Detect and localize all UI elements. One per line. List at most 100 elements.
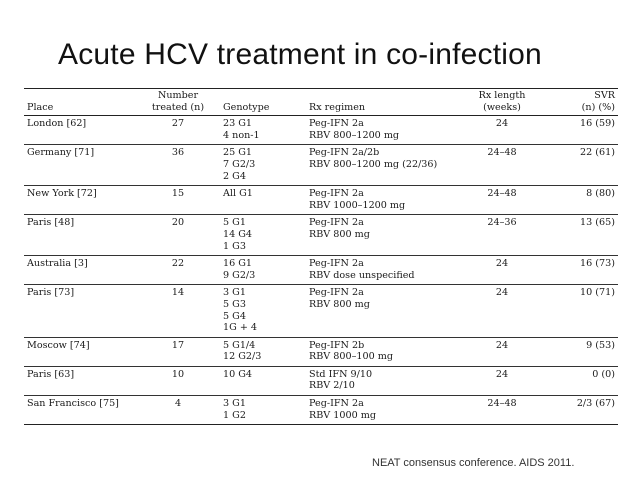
table-row: Paris [63] 10 10 G4 Std IFN 9/10 RBV 2/10 24 0… <box>24 366 618 395</box>
cell-svr: 13 (65) <box>540 215 618 256</box>
cell-number-treated-line: 14 <box>139 287 217 299</box>
cell-place: Germany [71] <box>24 145 136 186</box>
table-body: London [62] 27 23 G1 4 non-1 Peg-IFN 2a RBV 8… <box>24 116 618 425</box>
cell-place-line: New York [72] <box>27 188 133 200</box>
cell-rx-length-line: 24–48 <box>467 398 537 410</box>
cell-number-treated: 10 <box>136 366 220 395</box>
cell-rx-regimen-line: RBV 800 mg <box>309 299 461 311</box>
cell-rx-regimen: Peg-IFN 2a RBV 800 mg <box>306 215 464 256</box>
cell-genotype-line: 23 G1 <box>223 118 303 130</box>
cell-genotype-line: 7 G2/3 <box>223 159 303 171</box>
cell-genotype-line: 3 G1 <box>223 398 303 410</box>
header-svr-line-2: (n) (%) <box>543 102 615 114</box>
cell-genotype-line: 4 non-1 <box>223 130 303 142</box>
cell-genotype: 5 G1 14 G4 1 G3 <box>220 215 306 256</box>
citation: NEAT consensus conference. AIDS 2011. <box>372 457 574 469</box>
cell-rx-regimen-line: RBV dose unspecified <box>309 270 461 282</box>
cell-svr: 9 (53) <box>540 337 618 366</box>
cell-rx-length-line: 24 <box>467 287 537 299</box>
cell-genotype-line: 1 G2 <box>223 410 303 422</box>
header-genotype-line: Genotype <box>223 102 303 114</box>
cell-rx-length: 24 <box>464 366 540 395</box>
cell-genotype: 10 G4 <box>220 366 306 395</box>
cell-genotype-line: 5 G1 <box>223 217 303 229</box>
header-svr: SVR (n) (%) <box>540 89 618 116</box>
cell-number-treated: 15 <box>136 186 220 215</box>
cell-rx-regimen-line: Peg-IFN 2a <box>309 398 461 410</box>
cell-rx-length: 24–48 <box>464 145 540 186</box>
header-number-treated: Number treated (n) <box>136 89 220 116</box>
cell-genotype-line: 2 G4 <box>223 171 303 183</box>
cell-genotype-line: 9 G2/3 <box>223 270 303 282</box>
header-place-line: Place <box>27 102 133 114</box>
header-number-line-2: treated (n) <box>139 102 217 114</box>
cell-rx-regimen-line: RBV 800–100 mg <box>309 351 461 363</box>
cell-number-treated: 4 <box>136 396 220 425</box>
cell-svr: 16 (73) <box>540 256 618 285</box>
cell-rx-length: 24–48 <box>464 186 540 215</box>
cell-rx-regimen: Peg-IFN 2a RBV 1000–1200 mg <box>306 186 464 215</box>
cell-rx-regimen-line: Peg-IFN 2a/2b <box>309 147 461 159</box>
header-genotype: Genotype <box>220 89 306 116</box>
header-length-line-2: (weeks) <box>467 102 537 114</box>
cell-place: Moscow [74] <box>24 337 136 366</box>
table-row: New York [72] 15 All G1 Peg-IFN 2a RBV 1000–… <box>24 186 618 215</box>
cell-rx-length: 24 <box>464 116 540 145</box>
cell-genotype-line: 3 G1 <box>223 287 303 299</box>
cell-genotype: 3 G1 5 G3 5 G4 1G + 4 <box>220 285 306 337</box>
cell-genotype-line: 14 G4 <box>223 229 303 241</box>
cell-rx-length-line: 24 <box>467 258 537 270</box>
cell-rx-length-line: 24–48 <box>467 147 537 159</box>
cell-svr-line: 2/3 (67) <box>543 398 615 410</box>
cell-svr-line: 16 (73) <box>543 258 615 270</box>
cell-rx-length-line: 24–48 <box>467 188 537 200</box>
cell-rx-regimen-line: RBV 800–1200 mg <box>309 130 461 142</box>
cell-number-treated-line: 15 <box>139 188 217 200</box>
cell-rx-length-line: 24 <box>467 340 537 352</box>
cell-number-treated-line: 27 <box>139 118 217 130</box>
cell-number-treated: 14 <box>136 285 220 337</box>
cell-genotype-line: 1G + 4 <box>223 322 303 334</box>
cell-rx-length-line: 24–36 <box>467 217 537 229</box>
cell-rx-regimen-line: Peg-IFN 2a <box>309 287 461 299</box>
cell-number-treated: 36 <box>136 145 220 186</box>
cell-place-line: Germany [71] <box>27 147 133 159</box>
cell-genotype: 5 G1/4 12 G2/3 <box>220 337 306 366</box>
cell-place: New York [72] <box>24 186 136 215</box>
cell-place: San Francisco [75] <box>24 396 136 425</box>
header-place: Place <box>24 89 136 116</box>
cell-number-treated-line: 4 <box>139 398 217 410</box>
header-length-line-1: Rx length <box>467 90 537 102</box>
cell-genotype: 25 G1 7 G2/3 2 G4 <box>220 145 306 186</box>
cell-genotype-line: 16 G1 <box>223 258 303 270</box>
cell-rx-length: 24–36 <box>464 215 540 256</box>
cell-svr: 2/3 (67) <box>540 396 618 425</box>
cell-place: Paris [73] <box>24 285 136 337</box>
treatment-table: Place Number treated (n) Genotype Rx reg… <box>24 88 618 425</box>
cell-genotype-line: 5 G1/4 <box>223 340 303 352</box>
header-number-line-1: Number <box>139 90 217 102</box>
cell-svr-line: 22 (61) <box>543 147 615 159</box>
cell-rx-regimen-line: Peg-IFN 2a <box>309 118 461 130</box>
cell-rx-regimen-line: RBV 800–1200 mg (22/36) <box>309 159 461 171</box>
cell-svr: 0 (0) <box>540 366 618 395</box>
cell-number-treated-line: 22 <box>139 258 217 270</box>
cell-genotype-line: All G1 <box>223 188 303 200</box>
cell-rx-regimen-line: Peg-IFN 2a <box>309 217 461 229</box>
cell-place-line: San Francisco [75] <box>27 398 133 410</box>
cell-svr-line: 16 (59) <box>543 118 615 130</box>
table-row: Moscow [74] 17 5 G1/4 12 G2/3 Peg-IFN 2b RBV … <box>24 337 618 366</box>
cell-place-line: Moscow [74] <box>27 340 133 352</box>
header-regimen-line: Rx regimen <box>309 102 461 114</box>
cell-place: Australia [3] <box>24 256 136 285</box>
cell-svr: 8 (80) <box>540 186 618 215</box>
cell-rx-regimen-line: Std IFN 9/10 <box>309 369 461 381</box>
cell-svr: 10 (71) <box>540 285 618 337</box>
table-header: Place Number treated (n) Genotype Rx reg… <box>24 89 618 116</box>
cell-number-treated: 22 <box>136 256 220 285</box>
cell-svr-line: 10 (71) <box>543 287 615 299</box>
header-rx-length: Rx length (weeks) <box>464 89 540 116</box>
slide-title: Acute HCV treatment in co-infection <box>58 38 542 72</box>
cell-svr-line: 0 (0) <box>543 369 615 381</box>
cell-genotype-line: 5 G3 <box>223 299 303 311</box>
